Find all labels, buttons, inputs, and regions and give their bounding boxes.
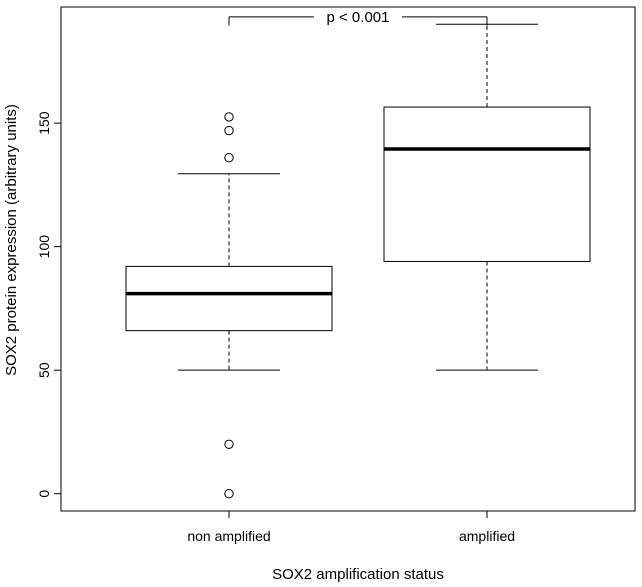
- outlier-point: [224, 439, 234, 449]
- outlier-point: [224, 489, 234, 499]
- outlier-point: [224, 125, 234, 136]
- boxes: [125, 23, 591, 499]
- box-iqr: [383, 106, 591, 262]
- y-tick-label: 100: [36, 235, 52, 259]
- outlier-point: [224, 112, 234, 122]
- x-tick-label: amplified: [459, 528, 515, 544]
- box-1: [125, 112, 333, 499]
- plot-frame: [60, 6, 636, 512]
- p-value-label: p < 0.001: [327, 9, 390, 26]
- box-2: [383, 23, 591, 371]
- outlier-point: [224, 153, 234, 163]
- axes: 0 50 100 150 non amplified amplified: [36, 111, 515, 544]
- significance-annotation: p < 0.001: [228, 9, 488, 26]
- y-tick-label: 150: [36, 111, 52, 135]
- box-iqr: [125, 265, 333, 332]
- x-axis-title: SOX2 amplification status: [272, 566, 444, 583]
- x-tick-label: non amplified: [187, 528, 270, 544]
- y-tick-label: 0: [36, 490, 52, 498]
- y-axis-title: SOX2 protein expression (arbitrary units…: [3, 104, 20, 376]
- y-tick-label: 50: [36, 362, 52, 378]
